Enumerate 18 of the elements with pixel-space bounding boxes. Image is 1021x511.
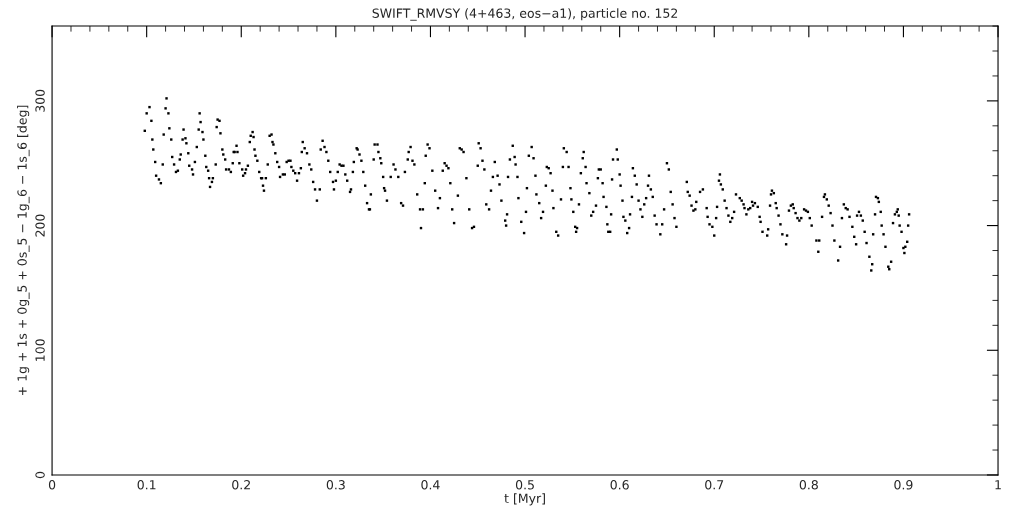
y-tick-label: 100	[35, 339, 45, 361]
x-tick-label: 1	[995, 480, 1001, 490]
x-tick-label: 0	[48, 480, 56, 490]
chart-title: SWIFT_RMVSY (4+463, eos−a1), particle no. 152	[372, 8, 678, 21]
x-tick-label: 0.4	[421, 480, 440, 490]
x-tick-label: 0.1	[137, 480, 156, 490]
y-tick-label: 300	[35, 89, 45, 112]
y-axis-title: + 1g + 1s + 0g_5 + 0s_5 − 1g_6 − 1s_6 [deg]	[17, 105, 30, 396]
y-tick-label: 200	[35, 214, 45, 237]
x-tick-label: 0.7	[705, 480, 724, 490]
x-axis-title: t [Myr]	[504, 493, 545, 506]
x-tick-label: 0.5	[515, 480, 534, 490]
x-tick-label: 0.6	[610, 480, 629, 490]
x-tick-label: 0.8	[799, 480, 818, 490]
x-tick-label: 0.2	[232, 480, 250, 490]
y-tick-label: 0	[35, 471, 45, 479]
x-tick-label: 0.9	[894, 480, 913, 490]
x-tick-label: 0.3	[326, 480, 345, 490]
